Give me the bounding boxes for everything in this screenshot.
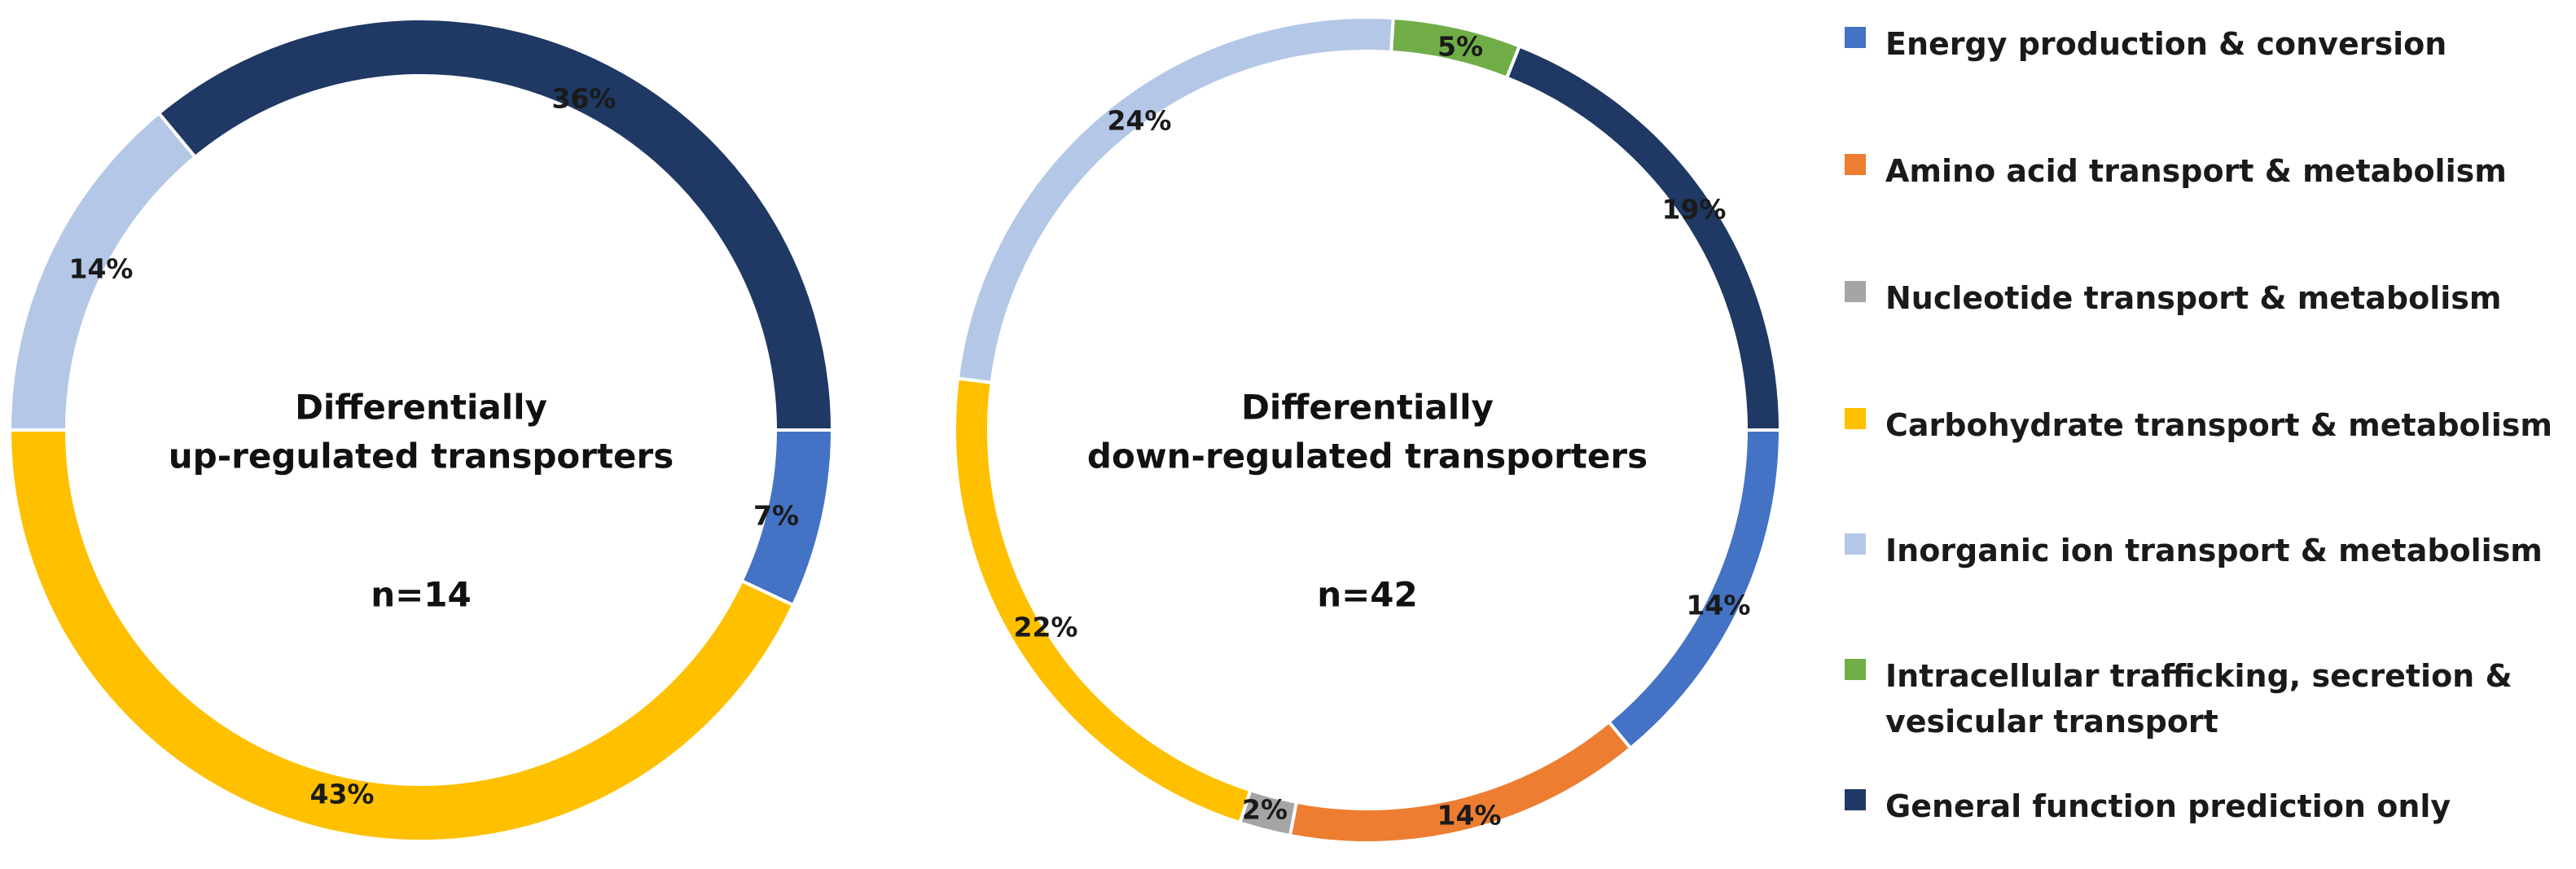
slice-label-down-4: 24% xyxy=(1108,105,1172,137)
legend-item-nucleotide: Nucleotide transport & metabolism xyxy=(1845,275,2501,321)
legend-swatch xyxy=(1845,408,1866,429)
slice-down-6 xyxy=(1504,44,1783,432)
slice-label-down-5: 5% xyxy=(1437,31,1483,63)
center-label-up-1: up-regulated transporters xyxy=(169,437,674,476)
legend-swatch xyxy=(1845,533,1866,555)
legend-label: Amino acid transport & metabolism xyxy=(1885,153,2507,189)
legend-label: General function prediction only xyxy=(1885,788,2451,824)
slice-label-down-0: 14% xyxy=(1687,590,1751,621)
legend-item-amino-acid: Amino acid transport & metabolism xyxy=(1845,148,2507,194)
center-label-down-1: down-regulated transporters xyxy=(1087,437,1648,476)
slice-label-up-2: 14% xyxy=(69,253,134,285)
slice-label-down-3: 22% xyxy=(1014,612,1078,643)
donut-charts: 7% 43% 14% 36% Differentially up-regulated tr… xyxy=(7,15,1783,845)
legend-item-intracellular-trafficking: Intracellular trafficking, secretion & v… xyxy=(1845,653,2512,744)
slice-down-4 xyxy=(955,15,1395,384)
legend-item-carbohydrate: Carbohydrate transport & metabolism xyxy=(1845,402,2552,448)
slice-label-down-6: 19% xyxy=(1662,194,1727,226)
legend-swatch xyxy=(1845,281,1866,302)
legend-label: Inorganic ion transport & metabolism xyxy=(1885,533,2543,568)
legend-label: Carbohydrate transport & metabolism xyxy=(1885,407,2552,443)
n-label-down: n=42 xyxy=(1317,575,1418,615)
slice-label-down-2: 2% xyxy=(1242,794,1288,826)
legend-item-energy: Energy production & conversion xyxy=(1845,21,2447,67)
n-label-up: n=14 xyxy=(371,575,472,615)
slice-label-up-3: 36% xyxy=(552,83,617,115)
slice-up-1 xyxy=(7,428,796,843)
center-label-down-0: Differentially xyxy=(1241,388,1494,428)
legend-item-inorganic-ion: Inorganic ion transport & metabolism xyxy=(1845,528,2543,573)
legend-swatch xyxy=(1845,789,1866,810)
legend-label: Intracellular trafficking, secretion & v… xyxy=(1885,658,2512,740)
legend-item-general-function: General function prediction only xyxy=(1845,783,2451,829)
legend-label: Energy production & conversion xyxy=(1885,26,2447,62)
donut-chart-down: 14% 14% 2% 22% 24% 5% 19% Differentially down-re… xyxy=(953,15,1783,845)
donut-chart-up: 7% 43% 14% 36% Differentially up-regulated tr… xyxy=(7,17,835,843)
legend-label: Nucleotide transport & metabolism xyxy=(1885,280,2502,316)
slice-label-down-1: 14% xyxy=(1437,800,1502,832)
legend: Energy production & conversion Amino aci… xyxy=(1845,0,2569,866)
slice-label-up-0: 7% xyxy=(753,500,799,532)
slice-up-3 xyxy=(156,17,835,432)
slice-label-up-1: 43% xyxy=(310,779,375,810)
legend-swatch xyxy=(1845,659,1866,680)
center-label-up-0: Differentially xyxy=(295,388,547,428)
legend-swatch xyxy=(1845,154,1866,175)
legend-swatch xyxy=(1845,27,1866,48)
